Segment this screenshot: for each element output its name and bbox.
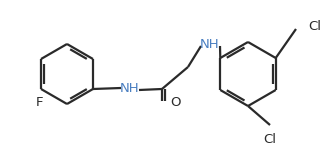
Text: F: F bbox=[35, 96, 43, 109]
Text: NH: NH bbox=[120, 82, 140, 96]
Text: Cl: Cl bbox=[263, 133, 276, 146]
Text: Cl: Cl bbox=[308, 20, 321, 34]
Text: O: O bbox=[170, 96, 181, 110]
Text: NH: NH bbox=[200, 37, 220, 51]
